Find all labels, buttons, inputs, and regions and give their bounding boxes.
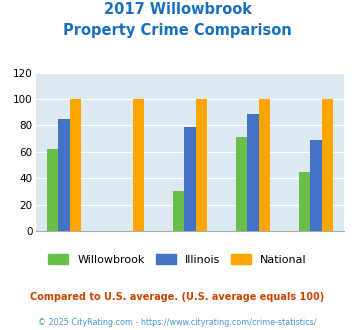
Text: Property Crime Comparison: Property Crime Comparison xyxy=(63,23,292,38)
Text: 2017 Willowbrook: 2017 Willowbrook xyxy=(104,2,251,16)
Bar xyxy=(132,99,144,231)
Bar xyxy=(58,119,70,231)
Bar xyxy=(70,99,81,231)
Bar xyxy=(173,191,184,231)
Bar xyxy=(236,137,247,231)
Bar xyxy=(196,99,207,231)
Bar xyxy=(184,127,196,231)
Bar xyxy=(310,140,322,231)
Text: Compared to U.S. average. (U.S. average equals 100): Compared to U.S. average. (U.S. average … xyxy=(31,292,324,302)
Bar xyxy=(259,99,270,231)
Legend: Willowbrook, Illinois, National: Willowbrook, Illinois, National xyxy=(44,250,311,269)
Text: © 2025 CityRating.com - https://www.cityrating.com/crime-statistics/: © 2025 CityRating.com - https://www.city… xyxy=(38,318,317,327)
Bar xyxy=(247,114,259,231)
Bar xyxy=(47,149,58,231)
Bar xyxy=(322,99,333,231)
Bar xyxy=(299,172,310,231)
